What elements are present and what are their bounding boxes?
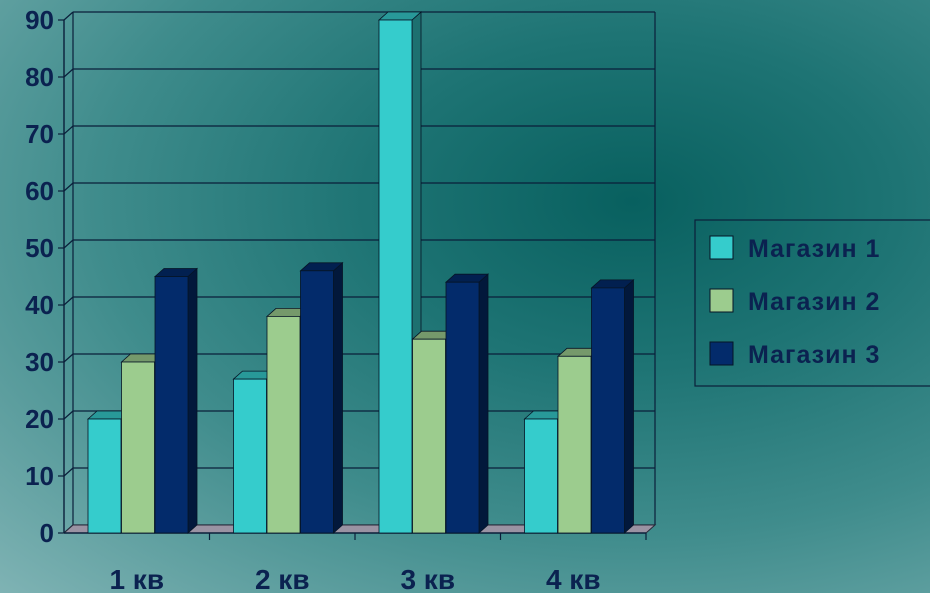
gridline-side [63,353,74,363]
bar-side [333,261,343,534]
y-tick-label: 30 [25,347,54,377]
bar-front [412,338,446,534]
y-tick-label: 80 [25,62,54,92]
bar [444,273,490,534]
bar-front [557,355,592,534]
bar [153,267,199,534]
bar-front [233,378,267,534]
y-tick-label: 0 [40,518,54,548]
bar-front [591,287,625,534]
x-category-label: 3 кв [400,564,455,593]
x-category-label: 2 кв [255,564,310,593]
y-tick-label: 60 [25,176,54,206]
bar-front [378,19,413,534]
legend-label: Магазин 2 [748,288,880,316]
gridline-side [63,239,74,249]
y-tick-label: 50 [25,233,54,263]
y-tick-label: 70 [25,119,54,149]
gridline-side [63,125,74,135]
y-tick-labels: 0 10 20 30 40 50 60 70 80 90 [25,5,54,548]
legend-item: Магазин 3 [709,341,880,369]
bar-front [87,418,122,534]
y-tick-label: 90 [25,5,54,35]
bar [377,11,423,534]
legend: Магазин 1 Магазин 2 Магазин 3 [694,219,930,387]
bar-front [300,270,334,534]
legend-label: Магазин 1 [748,235,880,263]
bar-front [524,418,558,534]
gridline-side [63,182,74,192]
gridline-side [63,11,74,21]
bar [590,279,635,534]
bar [299,261,344,534]
y-tick-label: 40 [25,290,54,320]
legend-box [694,219,930,387]
bar-side [478,273,489,534]
legend-label: Магазин 3 [748,341,880,369]
bars [86,11,635,534]
x-category-labels: 1 кв 2 кв 3 кв 4 кв [109,564,600,593]
x-category-label: 1 кв [109,564,164,593]
legend-swatch [709,288,734,313]
legend-item: Магазин 1 [709,235,880,263]
gridline-side [63,68,74,78]
bar-side [187,267,198,534]
gridline-side [63,410,74,420]
bar-front [266,315,301,534]
legend-swatch [709,235,734,260]
bar-front [154,276,189,534]
y-tick-label: 20 [25,404,54,434]
bar-front [445,281,480,534]
gridline-side [63,467,74,477]
y-tick-label: 10 [25,461,54,491]
x-category-label: 4 кв [546,564,601,593]
bar-front [121,361,155,534]
legend-item: Магазин 2 [709,288,880,316]
bar-side [624,279,634,534]
gridline-side [63,296,74,306]
legend-swatch [709,341,734,366]
